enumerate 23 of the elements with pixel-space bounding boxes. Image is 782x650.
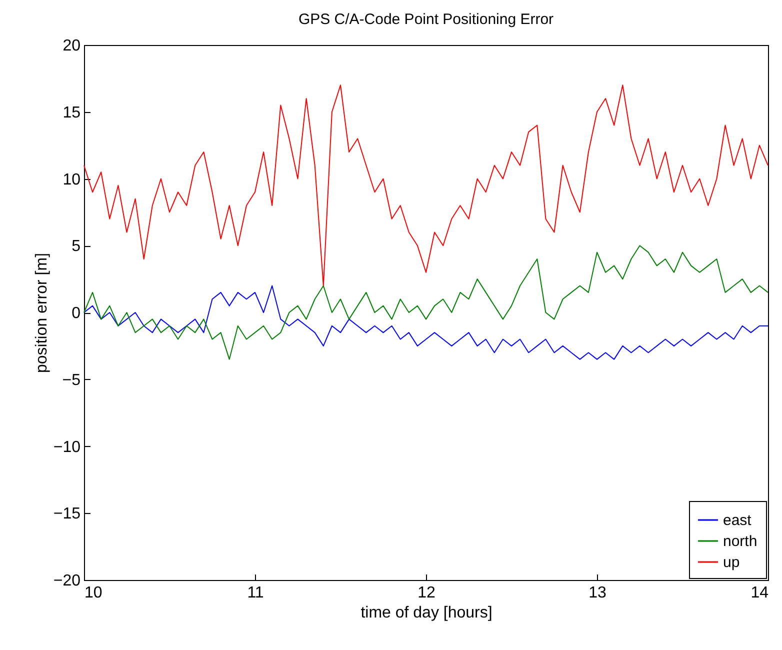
line-series — [84, 245, 768, 360]
chart-title: GPS C/A-Code Point Positioning Error — [298, 11, 554, 28]
line-series — [84, 285, 768, 360]
y-axis-title: position error [m] — [33, 252, 50, 374]
legend-label: north — [723, 533, 758, 550]
x-tick-label: 14 — [750, 584, 769, 602]
x-tick-label: 12 — [418, 584, 436, 602]
legend-label: up — [723, 554, 740, 571]
legend-label: east — [723, 512, 752, 529]
y-tick-label: −20 — [53, 572, 81, 590]
y-tick-label: 5 — [72, 238, 81, 256]
x-tick-label: 10 — [84, 584, 102, 602]
x-axis-title: time of day [hours] — [360, 604, 492, 622]
y-tick-label: 15 — [62, 104, 81, 122]
x-tick-label: 11 — [247, 584, 264, 602]
y-tick-label: 10 — [62, 171, 81, 188]
x-tick-label: 13 — [588, 584, 606, 602]
y-tick-label: −15 — [53, 506, 81, 523]
y-tick-label: −10 — [53, 438, 81, 456]
line-series — [84, 84, 768, 286]
y-tick-label: 0 — [72, 305, 81, 322]
y-tick-label: 20 — [62, 38, 81, 54]
y-tick-label: −5 — [62, 372, 81, 389]
